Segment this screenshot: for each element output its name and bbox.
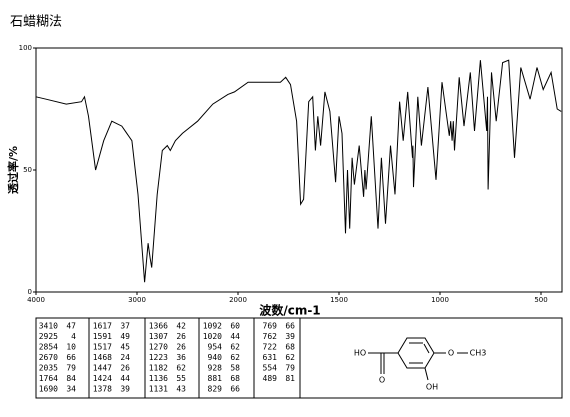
- peak-transmittance: 26: [176, 332, 186, 341]
- atom-label: OH: [426, 383, 438, 392]
- molecule-bonds: [368, 337, 468, 381]
- peak-wavenumber: 631: [263, 353, 278, 362]
- peak-transmittance: 66: [230, 385, 240, 394]
- peak-wavenumber: 1517: [93, 343, 112, 352]
- peak-transmittance: 62: [230, 343, 240, 352]
- table-dividers: [88, 318, 301, 398]
- peak-wavenumber: 1378: [93, 385, 112, 394]
- peak-transmittance: 43: [176, 385, 186, 394]
- peak-wavenumber: 2854: [39, 343, 58, 352]
- peak-transmittance: 26: [120, 364, 130, 373]
- peak-transmittance: 55: [176, 374, 186, 383]
- peak-wavenumber: 1690: [39, 385, 58, 394]
- peak-wavenumber: 1591: [93, 332, 112, 341]
- peak-wavenumber: 1366: [149, 322, 168, 331]
- peak-wavenumber: 554: [263, 364, 278, 373]
- peak-wavenumber: 489: [263, 374, 278, 383]
- peak-wavenumber: 1617: [93, 322, 112, 331]
- peak-wavenumber: 940: [208, 353, 223, 362]
- x-tick-label: 2000: [229, 296, 247, 304]
- peak-wavenumber: 881: [208, 374, 223, 383]
- peak-wavenumber: 1307: [149, 332, 168, 341]
- peak-wavenumber: 1468: [93, 353, 112, 362]
- peak-transmittance: 39: [285, 332, 295, 341]
- peak-transmittance: 47: [66, 322, 76, 331]
- peak-wavenumber: 1092: [203, 322, 222, 331]
- peak-wavenumber: 2670: [39, 353, 58, 362]
- peak-transmittance: 84: [66, 374, 76, 383]
- peak-transmittance: 68: [285, 343, 295, 352]
- peak-transmittance: 36: [176, 353, 186, 362]
- y-tick-label: 0: [28, 288, 32, 296]
- peak-transmittance: 44: [230, 332, 240, 341]
- peak-wavenumber: 829: [208, 385, 223, 394]
- peak-wavenumber: 769: [263, 322, 278, 331]
- peak-transmittance: 60: [230, 322, 240, 331]
- peak-wavenumber: 1131: [149, 385, 168, 394]
- y-axis-label: 透过率/%: [6, 146, 20, 194]
- y-tick-label: 50: [23, 166, 32, 174]
- peak-wavenumber: 2925: [39, 332, 58, 341]
- peak-wavenumber: 1764: [39, 374, 58, 383]
- peak-transmittance: 44: [120, 374, 130, 383]
- peak-transmittance: 24: [120, 353, 130, 362]
- peak-transmittance: 66: [285, 322, 295, 331]
- peak-transmittance: 68: [230, 374, 240, 383]
- x-tick-label: 1500: [330, 296, 348, 304]
- peak-transmittance: 37: [120, 322, 130, 331]
- y-tick-label: 100: [19, 44, 32, 52]
- peak-transmittance: 79: [285, 364, 295, 373]
- x-tick-label: 500: [534, 296, 547, 304]
- peak-transmittance: 62: [230, 353, 240, 362]
- peak-wavenumber: 1223: [149, 353, 168, 362]
- x-tick-label: 3000: [128, 296, 146, 304]
- peak-wavenumber: 928: [208, 364, 223, 373]
- peak-transmittance: 62: [176, 364, 186, 373]
- peak-transmittance: 49: [120, 332, 130, 341]
- peak-transmittance: 45: [120, 343, 130, 352]
- peak-wavenumber: 2035: [39, 364, 58, 373]
- peak-transmittance: 4: [71, 332, 76, 341]
- peak-wavenumber: 1424: [93, 374, 112, 383]
- peak-transmittance: 79: [66, 364, 76, 373]
- peak-table-frame: [35, 317, 563, 399]
- peak-transmittance: 81: [285, 374, 295, 383]
- peak-wavenumber: 762: [263, 332, 278, 341]
- peak-wavenumber: 1270: [149, 343, 168, 352]
- x-tick-label: 1000: [431, 296, 449, 304]
- peak-transmittance: 39: [120, 385, 130, 394]
- atom-label: O: [379, 376, 385, 385]
- peak-transmittance: 10: [66, 343, 76, 352]
- atom-label: HO: [354, 349, 366, 358]
- peak-wavenumber: 1020: [203, 332, 222, 341]
- x-axis-label: 波数/cm-1: [259, 303, 320, 318]
- peak-wavenumber: 1136: [149, 374, 168, 383]
- x-tick-label: 4000: [27, 296, 45, 304]
- peak-transmittance: 62: [285, 353, 295, 362]
- peak-wavenumber: 1182: [149, 364, 168, 373]
- peak-wavenumber: 954: [208, 343, 223, 352]
- atom-label: O: [448, 349, 454, 358]
- spectrum-line: [35, 59, 562, 283]
- peak-wavenumber: 1447: [93, 364, 112, 373]
- peak-transmittance: 42: [176, 322, 186, 331]
- peak-wavenumber: 3410: [39, 322, 58, 331]
- atom-label: CH3: [470, 349, 487, 358]
- peak-transmittance: 66: [66, 353, 76, 362]
- peak-transmittance: 26: [176, 343, 186, 352]
- chart-title: 石蜡糊法: [10, 14, 62, 30]
- peak-wavenumber: 722: [263, 343, 278, 352]
- peak-transmittance: 58: [230, 364, 240, 373]
- peak-transmittance: 34: [66, 385, 76, 394]
